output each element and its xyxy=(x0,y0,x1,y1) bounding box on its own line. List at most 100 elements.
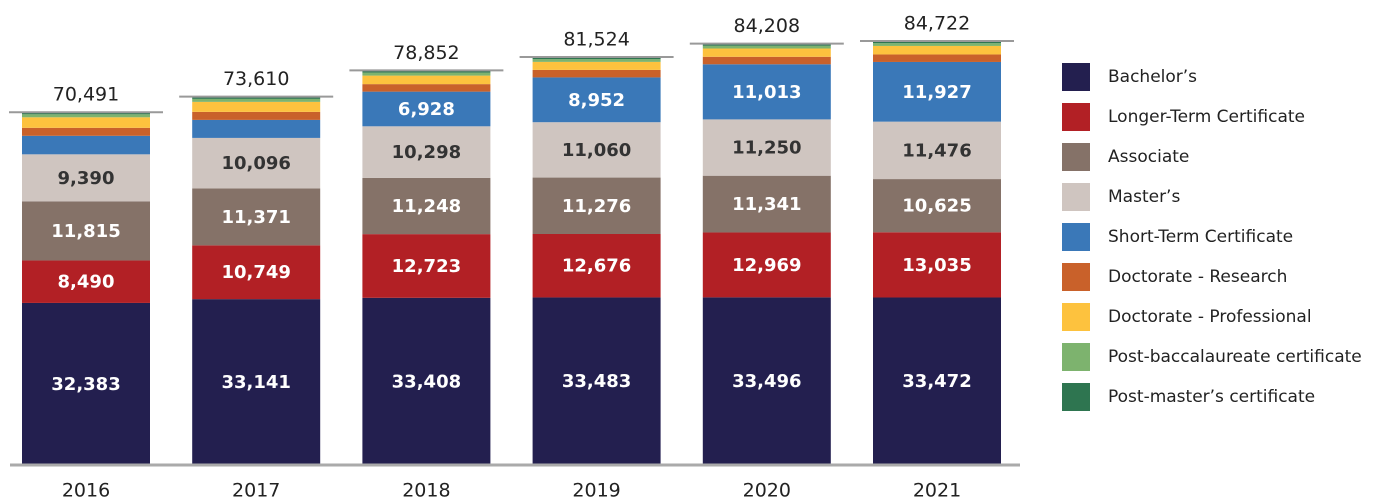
total-label: 70,491 xyxy=(53,84,119,106)
bar-segment xyxy=(873,54,1001,62)
bar-segment xyxy=(873,41,1001,44)
bar-segment xyxy=(532,177,661,234)
total-label: 84,722 xyxy=(904,13,970,35)
x-tick-label: 2020 xyxy=(743,480,791,502)
legend-label: Doctorate - Professional xyxy=(1108,307,1312,327)
x-tick-label: 2017 xyxy=(232,480,280,502)
segment-label: 10,298 xyxy=(392,142,461,163)
x-tick-label: 2021 xyxy=(913,480,961,502)
segment-label: 32,383 xyxy=(51,374,120,395)
bar-segment xyxy=(702,48,831,57)
segment-label: 11,060 xyxy=(562,140,631,161)
bar-segment xyxy=(22,112,150,115)
bar-segment xyxy=(532,297,661,465)
bar-segment xyxy=(192,119,321,138)
legend-label: Longer-Term Certificate xyxy=(1108,107,1305,127)
legend-swatch xyxy=(1062,143,1090,171)
bar-segment xyxy=(702,64,831,120)
legend-swatch xyxy=(1062,63,1090,91)
bar-segment xyxy=(362,234,491,298)
legend-label: Bachelor’s xyxy=(1108,67,1197,87)
bar-segment xyxy=(362,91,491,127)
bar-segment xyxy=(532,122,661,178)
segment-label: 11,013 xyxy=(732,82,801,103)
bar-segment xyxy=(22,135,150,155)
legend-swatch xyxy=(1062,263,1090,291)
bar-segment xyxy=(702,232,831,298)
segment-label: 13,035 xyxy=(902,255,971,276)
legend-swatch xyxy=(1062,383,1090,411)
legend-swatch xyxy=(1062,103,1090,131)
segment-label: 33,408 xyxy=(392,371,461,392)
bar-segment xyxy=(532,77,661,123)
total-label: 73,610 xyxy=(223,68,289,90)
segment-label: 12,676 xyxy=(562,256,631,277)
legend-label: Master’s xyxy=(1108,187,1180,207)
bar-segment xyxy=(192,98,321,102)
segment-label: 33,496 xyxy=(732,371,801,392)
bar-segment xyxy=(873,297,1001,465)
bar-segment xyxy=(873,45,1001,55)
bar-segment xyxy=(362,126,491,178)
segment-label: 12,723 xyxy=(392,256,461,277)
bar-segment xyxy=(702,43,831,46)
x-tick-label: 2019 xyxy=(572,480,620,502)
segment-label: 11,341 xyxy=(732,194,801,215)
bar-segment xyxy=(22,117,150,128)
segment-label: 33,141 xyxy=(221,372,290,393)
bar-segment xyxy=(702,56,831,65)
bar-segment xyxy=(362,297,491,465)
bar-segment xyxy=(22,154,150,202)
segment-label: 10,625 xyxy=(902,196,971,217)
bar-segment xyxy=(702,297,831,465)
bar-segment xyxy=(362,72,491,76)
segment-label: 9,390 xyxy=(58,168,115,189)
x-tick-label: 2018 xyxy=(402,480,450,502)
bar-segment xyxy=(873,43,1001,46)
bar-segment xyxy=(192,188,321,246)
bar-segment xyxy=(532,57,661,60)
bar-segment xyxy=(22,114,150,118)
segment-label: 11,250 xyxy=(732,138,801,159)
segment-label: 11,927 xyxy=(902,82,971,103)
legend-swatch xyxy=(1062,343,1090,371)
bar-segment xyxy=(873,121,1001,180)
legend-swatch xyxy=(1062,303,1090,331)
total-label: 84,208 xyxy=(734,15,800,37)
bar-segment xyxy=(22,260,150,303)
bar-segment xyxy=(873,179,1001,233)
bar-segment xyxy=(362,70,491,73)
bar-segment xyxy=(873,61,1001,122)
legend-swatch xyxy=(1062,223,1090,251)
bar-segment xyxy=(22,201,150,261)
bar-segment xyxy=(22,302,150,465)
segment-label: 10,096 xyxy=(221,153,290,174)
x-tick-label: 2016 xyxy=(62,480,110,502)
segment-label: 11,371 xyxy=(221,207,290,228)
bar-segment xyxy=(362,84,491,92)
legend-swatch xyxy=(1062,183,1090,211)
bar-segment xyxy=(702,175,831,233)
total-label: 81,524 xyxy=(563,29,629,51)
legend-label: Post-baccalaureate certificate xyxy=(1108,347,1362,367)
bar-segment xyxy=(362,75,491,85)
legend-label: Doctorate - Research xyxy=(1108,267,1287,287)
segment-label: 11,276 xyxy=(562,196,631,217)
bar-segment xyxy=(192,101,321,112)
segment-label: 12,969 xyxy=(732,255,801,276)
bar-segment xyxy=(362,177,491,235)
bar-segment xyxy=(702,119,831,176)
bar-segment xyxy=(22,127,150,136)
bar-segment xyxy=(192,245,321,300)
segment-label: 33,483 xyxy=(562,371,631,392)
bar-segment xyxy=(192,96,321,99)
bar-segment xyxy=(532,59,661,62)
bar-segment xyxy=(532,69,661,78)
bar-segment xyxy=(192,137,321,189)
legend-label: Short-Term Certificate xyxy=(1108,227,1293,247)
bar-segment xyxy=(873,232,1001,298)
segment-label: 8,952 xyxy=(568,90,625,111)
segment-label: 10,749 xyxy=(221,262,290,283)
legend-label: Post-master’s certificate xyxy=(1108,387,1315,407)
